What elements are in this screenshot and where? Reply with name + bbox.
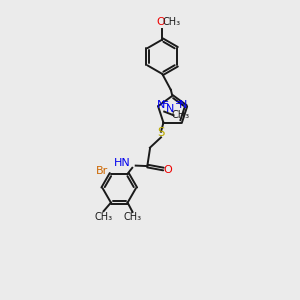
Text: N: N [179, 100, 187, 110]
Text: N: N [157, 100, 166, 110]
Text: CH₃: CH₃ [124, 212, 142, 222]
Text: N: N [166, 104, 175, 114]
Text: S: S [157, 127, 165, 140]
Text: Br: Br [96, 166, 109, 176]
Text: =: = [161, 98, 169, 108]
Text: =: = [175, 98, 183, 108]
Text: CH₃: CH₃ [163, 17, 181, 27]
Text: O: O [157, 17, 165, 27]
Text: HN: HN [114, 158, 130, 168]
Text: CH₃: CH₃ [171, 110, 189, 120]
Text: CH₃: CH₃ [94, 212, 112, 222]
Text: O: O [164, 165, 172, 175]
